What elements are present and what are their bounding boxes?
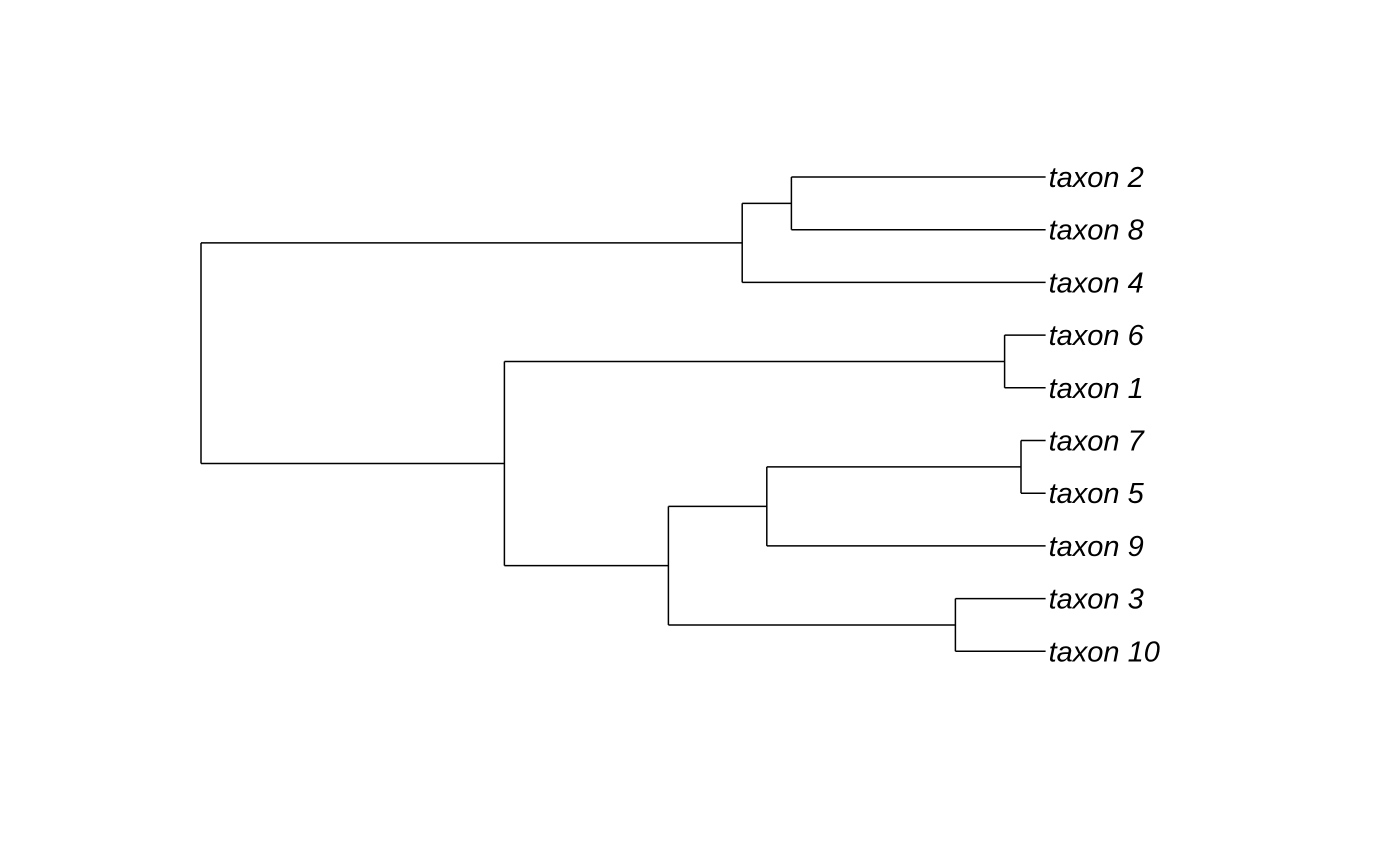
tip-label-taxon-8: taxon 8 bbox=[1049, 215, 1144, 247]
tip-label-taxon-2: taxon 2 bbox=[1049, 162, 1144, 194]
tip-label-taxon-3: taxon 3 bbox=[1049, 584, 1144, 616]
tip-label-taxon-5: taxon 5 bbox=[1049, 478, 1145, 510]
tip-label-taxon-7: taxon 7 bbox=[1049, 426, 1146, 458]
tip-label-taxon-1: taxon 1 bbox=[1049, 373, 1144, 405]
tip-label-taxon-10: taxon 10 bbox=[1049, 636, 1160, 668]
tip-label-taxon-9: taxon 9 bbox=[1049, 531, 1144, 563]
tip-label-taxon-6: taxon 6 bbox=[1049, 320, 1145, 352]
tip-label-taxon-4: taxon 4 bbox=[1049, 267, 1144, 299]
